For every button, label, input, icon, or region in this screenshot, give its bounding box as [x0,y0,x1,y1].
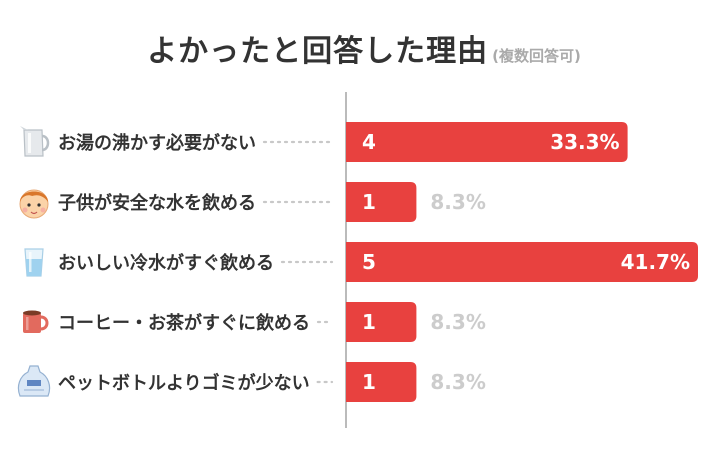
count-label: 1 [362,190,376,214]
category-label: お湯の沸かす必要がない [58,132,256,154]
category-label: おいしい冷水がすぐ飲める [58,252,274,274]
percent-label: 8.3% [430,370,485,394]
percent-label: 33.3% [550,130,619,154]
bar [346,242,698,282]
count-label: 1 [362,370,376,394]
count-label: 5 [362,250,376,274]
bar [346,122,628,162]
category-label: ペットボトルよりゴミが少ない [58,372,310,394]
chart-title: よかったと回答した理由 [147,34,489,69]
percent-label: 8.3% [430,310,485,334]
chart-title-block: よかったと回答した理由 (複数回答可) [0,26,728,70]
percent-label: 41.7% [621,250,690,274]
bar [346,362,417,402]
category-label: 子供が安全な水を飲める [58,192,256,214]
bar [346,182,417,222]
kettle-icon [20,126,50,157]
coffee-mug-icon [23,310,49,333]
percent-label: 8.3% [430,190,485,214]
child-face-icon [19,189,49,219]
count-label: 1 [362,310,376,334]
bar [346,302,417,342]
category-label: コーヒー・お茶がすぐに飲める [58,312,310,334]
plastic-bag-icon [17,365,51,397]
count-label: 4 [362,130,376,154]
chart-subtitle: (複数回答可) [492,47,581,65]
water-glass-icon [24,248,44,277]
